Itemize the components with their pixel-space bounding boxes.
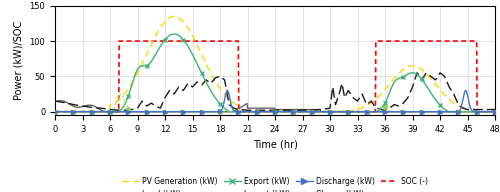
Export (kW) [82,111,87,113]
Line: Import (kW): Import (kW) [55,101,495,112]
Load (kW) [250,109,256,111]
Charge (kW) [492,111,498,113]
Load (kW) [82,105,87,108]
Load (kW) [416,74,422,76]
Import (kW) [52,101,58,103]
PV Generation (kW) [52,111,58,113]
Import (kW) [103,111,109,113]
Discharge (kW) [415,111,421,113]
Charge (kW) [52,111,58,113]
Line: Discharge (kW): Discharge (kW) [53,88,497,114]
Charge (kW) [250,111,256,113]
Export (kW) [492,111,498,113]
SOC (-) [52,111,58,113]
SOC (-) [250,111,256,113]
Line: PV Generation (kW): PV Generation (kW) [55,16,495,112]
Discharge (kW) [52,111,58,113]
SOC (-) [82,111,87,113]
Discharge (kW) [354,111,360,113]
PV Generation (kW) [354,108,360,111]
Import (kW) [416,111,422,113]
Charge (kW) [354,111,360,113]
Discharge (kW) [104,111,110,113]
Charge (kW) [104,111,110,113]
Discharge (kW) [224,89,230,92]
Import (kW) [250,107,256,109]
PV Generation (kW) [250,111,256,113]
Load (kW) [492,108,498,111]
Export (kW) [171,33,177,35]
Export (kW) [52,111,58,113]
Charge (kW) [82,111,87,113]
Charge (kW) [301,111,307,113]
Load (kW) [116,109,122,111]
Discharge (kW) [301,111,307,113]
SOC (-) [354,111,360,113]
Load (kW) [104,108,110,110]
Discharge (kW) [82,111,87,113]
PV Generation (kW) [415,66,421,68]
Charge (kW) [415,111,421,113]
Import (kW) [82,105,88,107]
Load (kW) [301,109,307,111]
Discharge (kW) [250,111,256,113]
Line: Export (kW): Export (kW) [53,32,497,114]
PV Generation (kW) [301,111,307,113]
PV Generation (kW) [492,111,498,113]
Import (kW) [302,108,308,111]
Charge (kW) [118,93,124,95]
Discharge (kW) [492,111,498,113]
PV Generation (kW) [82,111,87,113]
Line: Load (kW): Load (kW) [55,73,495,110]
X-axis label: Time (hr): Time (hr) [252,139,298,150]
Y-axis label: Power (kW)/SOC: Power (kW)/SOC [14,21,24,100]
Load (kW) [52,100,58,102]
SOC (-) [492,111,498,113]
SOC (-) [104,111,110,113]
Export (kW) [250,111,256,113]
Line: SOC (-): SOC (-) [55,41,495,112]
Import (kW) [354,111,360,113]
SOC (-) [415,40,421,42]
Export (kW) [415,74,421,76]
SOC (-) [116,40,122,42]
PV Generation (kW) [104,111,110,113]
Export (kW) [301,111,307,113]
Export (kW) [354,111,360,113]
Import (kW) [492,111,498,113]
PV Generation (kW) [171,15,177,17]
Load (kW) [354,99,360,102]
Export (kW) [104,111,110,113]
Import (kW) [58,99,64,102]
Load (kW) [414,72,420,74]
Line: Charge (kW): Charge (kW) [54,92,496,113]
Import (kW) [104,111,110,113]
SOC (-) [301,111,307,113]
Legend: PV Generation (kW), Load (kW), Export (kW), Import (kW), Discharge (kW), Charge : PV Generation (kW), Load (kW), Export (k… [120,174,430,192]
